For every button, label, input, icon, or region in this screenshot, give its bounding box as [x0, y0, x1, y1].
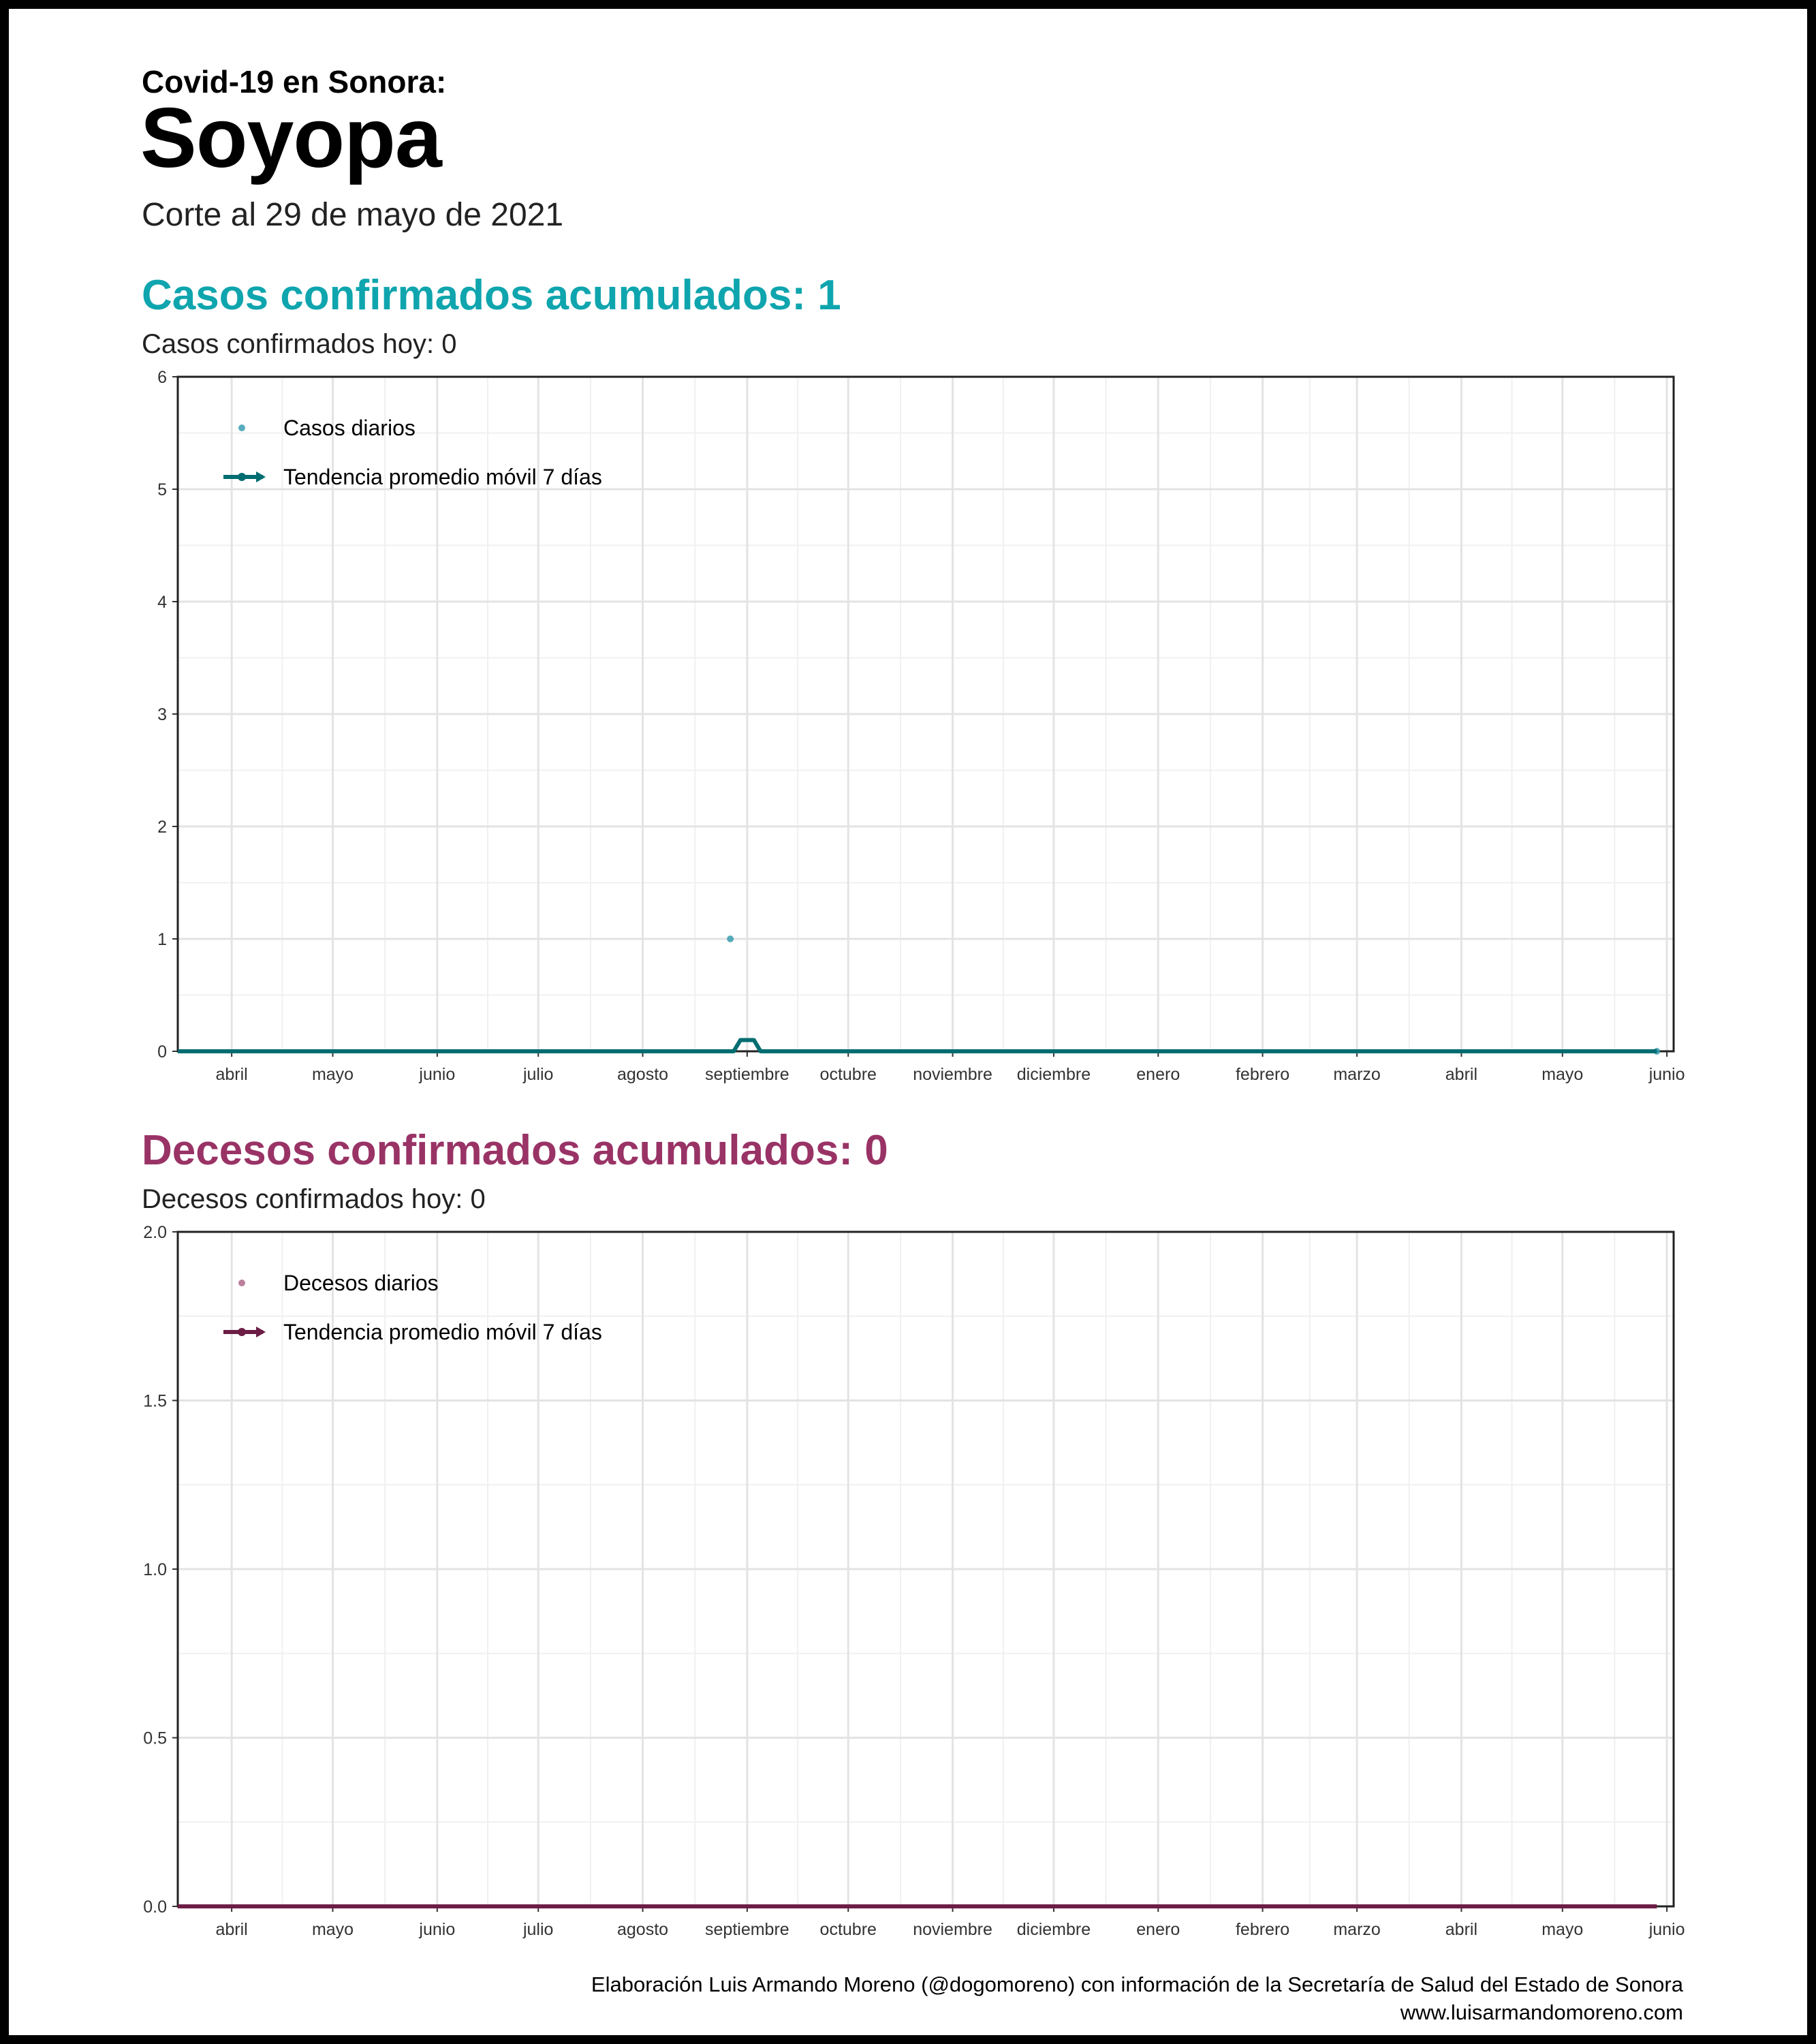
x-tick-label: diciembre — [1017, 1065, 1091, 1084]
cases-title: Casos confirmados acumulados: 1 — [142, 272, 841, 319]
municipality-title: Soyopa — [140, 91, 442, 185]
x-tick-label: mayo — [312, 1065, 354, 1084]
y-tick-label: 2.0 — [143, 1223, 167, 1242]
legend-label: Tendencia promedio móvil 7 días — [283, 1320, 602, 1344]
y-tick-label: 3 — [157, 705, 167, 724]
cutoff-date: Corte al 29 de mayo de 2021 — [142, 197, 564, 233]
x-tick-label: junio — [1648, 1065, 1685, 1084]
y-tick-label: 1.5 — [143, 1392, 167, 1411]
x-tick-label: junio — [1648, 1920, 1685, 1939]
y-tick-label: 0 — [157, 1042, 167, 1062]
x-tick-label: septiembre — [705, 1065, 789, 1084]
y-tick-label: 5 — [157, 480, 167, 499]
x-tick-label: mayo — [312, 1920, 354, 1939]
legend-line-dot — [238, 473, 246, 481]
x-tick-label: enero — [1136, 1065, 1180, 1084]
x-tick-label: diciembre — [1017, 1920, 1091, 1939]
y-tick-label: 4 — [157, 593, 167, 612]
x-tick-label: mayo — [1541, 1065, 1583, 1084]
trend-line — [178, 1038, 1657, 1053]
daily-point — [727, 935, 734, 942]
legend-line-arrow — [256, 471, 266, 482]
deaths-chart: abril mayo junio julio agosto septiembre octub… — [143, 1223, 1685, 1939]
kicker-title: Covid-19 en Sonora: — [142, 64, 447, 99]
y-tick-label: 0.0 — [143, 1898, 167, 1917]
figure-page: Covid-19 en Sonora: Soyopa Corte al 29 d… — [9, 9, 1807, 2035]
deaths-title: Decesos confirmados acumulados: 0 — [142, 1127, 888, 1174]
y-tick-label: 6 — [157, 368, 167, 387]
x-tick-label: abril — [1445, 1065, 1477, 1084]
x-tick-label: mayo — [1541, 1920, 1583, 1939]
credit-text: Elaboración Luis Armando Moreno (@dogomo… — [591, 1972, 1683, 1996]
legend-label: Casos diarios — [283, 416, 416, 440]
x-tick-label: noviembre — [913, 1065, 992, 1084]
cases-today: Casos confirmados hoy: 0 — [142, 329, 457, 359]
x-tick-label: julio — [522, 1920, 553, 1939]
legend-label: Decesos diarios — [283, 1271, 439, 1295]
legend-label: Tendencia promedio móvil 7 días — [283, 465, 602, 489]
x-tick-label: septiembre — [705, 1920, 789, 1939]
x-tick-label: abril — [216, 1920, 248, 1939]
x-tick-label: junio — [418, 1065, 455, 1084]
x-tick-label: marzo — [1333, 1065, 1380, 1084]
legend-line-arrow — [256, 1327, 266, 1337]
x-tick-label: febrero — [1236, 1920, 1289, 1939]
x-tick-label: abril — [1445, 1920, 1477, 1939]
x-tick-label: octubre — [820, 1920, 877, 1939]
legend-line-dot — [238, 1328, 246, 1336]
website-text: www.luisarmandomoreno.com — [1400, 2000, 1683, 2024]
x-tick-label: marzo — [1333, 1920, 1380, 1939]
x-tick-label: enero — [1136, 1920, 1180, 1939]
y-tick-label: 1 — [157, 930, 167, 949]
x-tick-label: abril — [216, 1065, 248, 1084]
x-tick-label: agosto — [617, 1065, 668, 1084]
x-tick-label: agosto — [617, 1920, 668, 1939]
x-tick-label: julio — [522, 1065, 553, 1084]
x-tick-label: octubre — [820, 1065, 877, 1084]
x-tick-label: febrero — [1236, 1065, 1289, 1084]
legend-point-key — [238, 1280, 245, 1286]
y-tick-label: 0.5 — [143, 1729, 167, 1748]
y-tick-label: 1.0 — [143, 1560, 167, 1579]
legend-point-key — [238, 424, 245, 431]
cases-chart: abril mayo junio julio agosto septiembre octub… — [157, 368, 1685, 1084]
deaths-today: Decesos confirmados hoy: 0 — [142, 1184, 486, 1214]
x-tick-label: junio — [418, 1920, 455, 1939]
y-tick-label: 2 — [157, 818, 167, 837]
x-tick-label: noviembre — [913, 1920, 992, 1939]
